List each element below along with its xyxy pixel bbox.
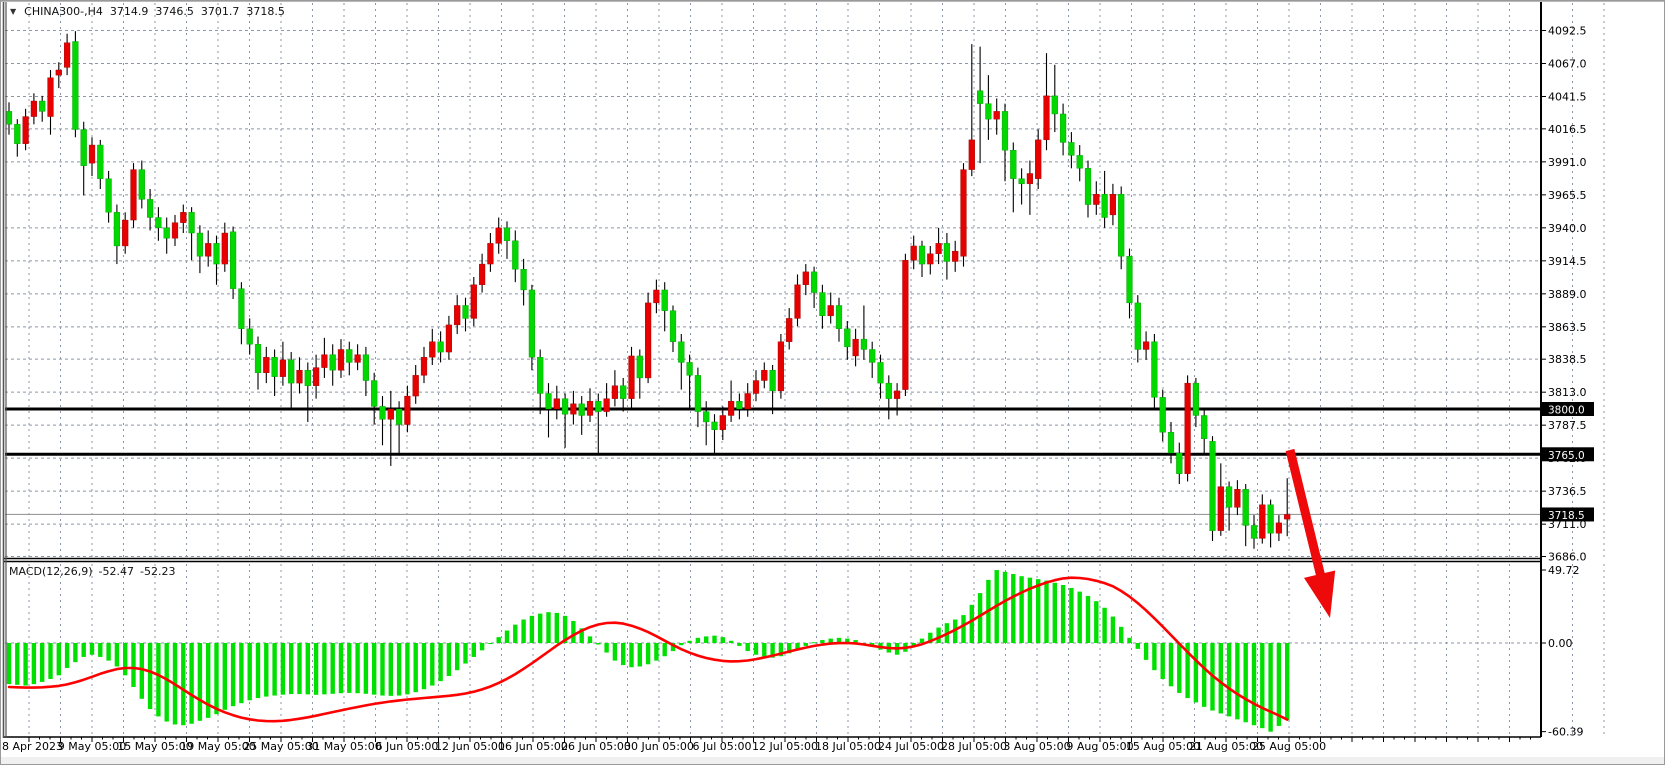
chart-title-bar: ▼ CHINA300-,H4 3714.9 3746.5 3701.7 3718… [10,5,285,18]
svg-text:18 Jul 05:00: 18 Jul 05:00 [815,740,881,753]
svg-text:16 Jun 05:00: 16 Jun 05:00 [498,740,568,753]
date-axis-ticks [28,737,1531,742]
svg-text:25 Aug 05:00: 25 Aug 05:00 [1252,740,1326,753]
svg-text:24 Jul 05:00: 24 Jul 05:00 [878,740,944,753]
macd-main-value: -52.47 [98,565,135,578]
svg-text:12 Jun 05:00: 12 Jun 05:00 [435,740,505,753]
svg-text:6 Jul 05:00: 6 Jul 05:00 [693,740,752,753]
svg-text:9 Aug 05:00: 9 Aug 05:00 [1066,740,1133,753]
svg-text:3889.0: 3889.0 [1548,288,1587,301]
svg-text:3863.5: 3863.5 [1548,321,1587,334]
svg-text:4092.5: 4092.5 [1548,25,1587,38]
svg-text:3965.5: 3965.5 [1548,189,1587,202]
svg-text:-60.39: -60.39 [1548,726,1583,739]
macd-signal-value: -52.23 [140,565,176,578]
svg-text:3940.0: 3940.0 [1548,222,1587,235]
svg-text:3718.5: 3718.5 [1548,510,1585,522]
svg-text:15 May 05:00: 15 May 05:00 [117,740,192,753]
svg-text:3838.5: 3838.5 [1548,353,1587,366]
svg-text:3736.5: 3736.5 [1548,485,1587,498]
grid-vertical-lines [28,3,1605,735]
svg-text:19 May 05:00: 19 May 05:00 [180,740,255,753]
macd-axis-labels: 49.72 0.00 -60.39 [1541,564,1583,739]
svg-text:3787.5: 3787.5 [1548,419,1587,432]
svg-text:3991.0: 3991.0 [1548,156,1587,169]
svg-text:3686.0: 3686.0 [1548,551,1587,564]
svg-text:3800.0: 3800.0 [1548,405,1585,417]
ohlc-close-value: 3718.5 [246,5,285,18]
ohlc-high-value: 3746.5 [155,5,194,18]
svg-text:49.72: 49.72 [1548,564,1580,577]
svg-text:31 May 05:00: 31 May 05:00 [306,740,381,753]
svg-text:0.00: 0.00 [1548,637,1573,650]
svg-text:28 Jul 05:00: 28 Jul 05:00 [941,740,1007,753]
svg-text:28 Apr 2023: 28 Apr 2023 [1,740,63,753]
svg-text:3765.0: 3765.0 [1548,450,1585,462]
svg-text:6 Jun 05:00: 6 Jun 05:00 [376,740,439,753]
svg-text:30 Jun 05:00: 30 Jun 05:00 [624,740,694,753]
symbol-period-label: CHINA300-,H4 [24,5,103,18]
macd-signal-line [7,576,1289,723]
price-axis-badges: 3800.0 3765.0 3718.5 [1542,402,1594,522]
svg-text:25 May 05:00: 25 May 05:00 [243,740,318,753]
svg-text:3 Aug 05:00: 3 Aug 05:00 [1003,740,1070,753]
macd-indicator-label-row: MACD(12,26,9) -52.47 -52.23 [9,565,175,578]
svg-text:26 Jun 05:00: 26 Jun 05:00 [561,740,631,753]
svg-text:4016.5: 4016.5 [1548,123,1587,136]
candles-layer [5,31,1291,549]
chart-expand-icon[interactable]: ▼ [10,7,17,16]
svg-text:9 May 05:00: 9 May 05:00 [58,740,126,753]
macd-indicator-name: MACD(12,26,9) [9,565,93,578]
ohlc-low-value: 3701.7 [200,5,240,18]
grid-horizontal-lines [5,30,1540,558]
svg-text:3813.0: 3813.0 [1548,386,1587,399]
svg-text:21 Aug 05:00: 21 Aug 05:00 [1189,740,1263,753]
svg-text:15 Aug 05:00: 15 Aug 05:00 [1126,740,1200,753]
panel-separator [4,557,1541,563]
svg-text:4041.5: 4041.5 [1548,90,1587,103]
trend-down-arrow[interactable] [1285,448,1336,618]
svg-text:4067.0: 4067.0 [1548,58,1587,71]
svg-text:12 Jul 05:00: 12 Jul 05:00 [752,740,818,753]
ohlc-open-value: 3714.9 [109,5,149,18]
svg-text:3914.5: 3914.5 [1548,255,1587,268]
